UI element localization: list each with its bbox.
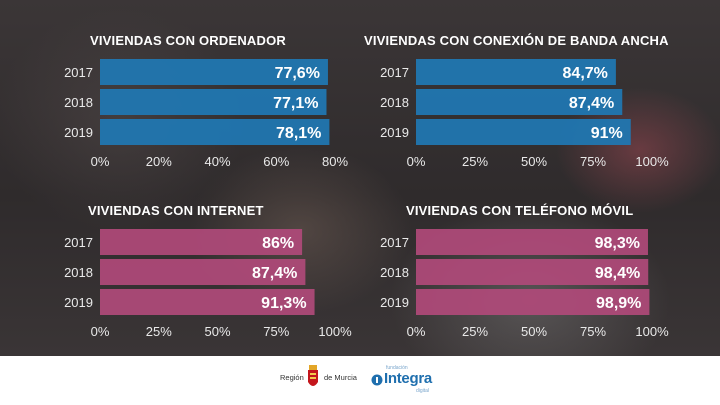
chart-title: VIVIENDAS CON CONEXIÓN DE BANDA ANCHA [364, 33, 669, 48]
bar [100, 119, 330, 145]
bar [100, 59, 328, 85]
chart-telefono-movil: VIVIENDAS CON TELÉFONO MÓVIL 2017 98,3% 201… [370, 198, 690, 348]
bar-value-label: 91,3% [261, 295, 306, 312]
region-murcia-text-right: de Murcia [324, 373, 357, 382]
integra-logo-icon [371, 374, 383, 386]
bar-value-label: 91% [591, 125, 623, 142]
bar-value-label: 98,3% [595, 235, 640, 252]
x-tick-label: 80% [322, 154, 348, 169]
bar-value-label: 78,1% [276, 125, 321, 142]
bar [416, 89, 623, 115]
region-murcia-text-left: Región [280, 373, 304, 382]
category-label: 2019 [64, 295, 93, 310]
x-tick-label: 0% [91, 324, 110, 339]
category-label: 2019 [64, 125, 93, 140]
x-tick-label: 25% [146, 324, 172, 339]
x-tick-label: 60% [263, 154, 289, 169]
bar-value-label: 87,4% [569, 95, 614, 112]
bar [416, 59, 616, 85]
x-tick-label: 50% [204, 324, 230, 339]
x-tick-label: 75% [580, 324, 606, 339]
bar-value-label: 77,1% [273, 95, 318, 112]
category-label: 2018 [380, 95, 409, 110]
bar-value-label: 87,4% [252, 265, 297, 282]
x-tick-label: 25% [462, 154, 488, 169]
bar [416, 119, 631, 145]
x-tick-label: 0% [91, 154, 110, 169]
x-tick-label: 100% [635, 154, 669, 169]
category-label: 2019 [380, 295, 409, 310]
chart-ordenador: VIVIENDAS CON ORDENADOR 2017 77,6% 2018 77,1… [56, 28, 356, 178]
bar [416, 229, 648, 255]
bar [416, 289, 650, 315]
x-tick-label: 20% [146, 154, 172, 169]
bar [100, 229, 303, 255]
region-murcia-coat-of-arms-icon [308, 365, 318, 386]
bar [416, 259, 649, 285]
x-tick-label: 0% [407, 154, 426, 169]
chart-internet: VIVIENDAS CON INTERNET 2017 86% 2018 87,4% 20… [56, 198, 356, 348]
chart-title: VIVIENDAS CON INTERNET [88, 203, 264, 218]
infographic-background: VIVIENDAS CON ORDENADOR 2017 77,6% 2018 77,1… [0, 0, 720, 356]
x-tick-label: 0% [407, 324, 426, 339]
category-label: 2017 [64, 65, 93, 80]
bar [100, 89, 327, 115]
x-tick-label: 75% [263, 324, 289, 339]
bar-value-label: 86% [262, 235, 294, 252]
category-label: 2018 [64, 265, 93, 280]
category-label: 2017 [380, 235, 409, 250]
x-tick-label: 50% [521, 154, 547, 169]
category-label: 2018 [380, 265, 409, 280]
category-label: 2019 [380, 125, 409, 140]
bar [100, 289, 315, 315]
x-tick-label: 75% [580, 154, 606, 169]
chart-title: VIVIENDAS CON ORDENADOR [90, 33, 286, 48]
bar-value-label: 98,4% [595, 265, 640, 282]
footer: Región de Murcia fundación Integra digit… [0, 356, 720, 405]
x-tick-label: 25% [462, 324, 488, 339]
x-tick-label: 50% [521, 324, 547, 339]
bar-value-label: 77,6% [275, 65, 320, 82]
category-label: 2018 [64, 95, 93, 110]
chart-title: VIVIENDAS CON TELÉFONO MÓVIL [406, 203, 633, 218]
x-tick-label: 100% [318, 324, 352, 339]
integra-brand-text: Integra [384, 370, 432, 387]
x-tick-label: 100% [635, 324, 669, 339]
bar-value-label: 98,9% [596, 295, 641, 312]
category-label: 2017 [64, 235, 93, 250]
category-label: 2017 [380, 65, 409, 80]
bar-value-label: 84,7% [563, 65, 608, 82]
integra-bottom-text: digital [416, 388, 430, 394]
integra-top-text: fundación [386, 365, 408, 371]
bar [100, 259, 306, 285]
chart-banda-ancha: VIVIENDAS CON CONEXIÓN DE BANDA ANCHA 201… [364, 28, 690, 178]
x-tick-label: 40% [204, 154, 230, 169]
